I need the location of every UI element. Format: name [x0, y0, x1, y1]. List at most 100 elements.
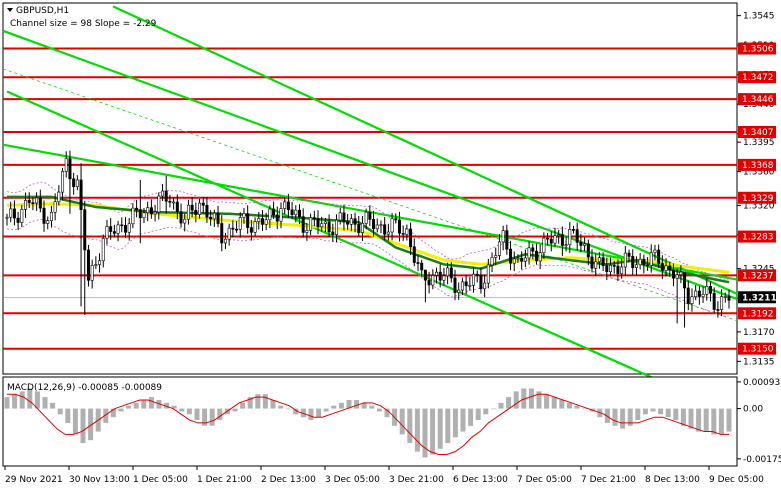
candle-body — [216, 212, 220, 224]
level-label: 1.3237 — [742, 271, 774, 281]
candle-body — [61, 171, 65, 193]
level-label: 1.3192 — [742, 309, 774, 319]
candle-body — [31, 202, 35, 204]
candle-body — [49, 211, 53, 222]
candle-body — [660, 263, 664, 272]
macd-bar — [110, 408, 116, 418]
candle-body — [720, 296, 724, 310]
time-tick-label: 6 Dec 13:00 — [453, 475, 508, 485]
candle-body — [249, 227, 253, 233]
candle-body — [309, 217, 313, 231]
candle-body — [364, 211, 368, 224]
candle-body — [468, 284, 472, 287]
level-label: 1.3368 — [742, 161, 774, 171]
macd-bar — [650, 408, 656, 412]
macd-bar — [422, 408, 428, 458]
time-tick-label: 3 Dec 21:00 — [389, 475, 444, 485]
macd-bar — [323, 408, 329, 412]
candle-body — [453, 277, 457, 293]
candle-body — [494, 255, 498, 258]
macd-bar — [4, 397, 10, 409]
envelope-lower — [6, 218, 730, 317]
candle-body — [631, 256, 635, 268]
candle-body — [68, 158, 72, 180]
candle-body — [675, 274, 679, 279]
macd-bar — [612, 408, 618, 426]
macd-bar — [528, 388, 534, 409]
candle-body — [560, 234, 564, 246]
candle-body — [571, 229, 575, 231]
candle-body — [138, 209, 142, 219]
channel-info: Channel size = 98 Slope = -2.29 — [10, 19, 157, 29]
candle-body — [438, 271, 442, 281]
candle-body — [575, 229, 579, 243]
candle-body — [501, 230, 505, 243]
macd-bar — [194, 408, 200, 421]
candle-body — [383, 224, 387, 235]
candle-body — [520, 257, 524, 262]
candle-body — [327, 221, 331, 233]
dropdown-triangle-icon[interactable] — [7, 8, 13, 12]
price-tick-label: 1.3135 — [743, 357, 775, 367]
candle-body — [486, 264, 490, 284]
candle-body — [286, 201, 290, 211]
candle-body — [690, 296, 694, 304]
macd-bar — [490, 408, 496, 410]
macd-bar — [460, 408, 466, 432]
macd-bar — [369, 405, 375, 409]
candle-body — [238, 217, 242, 230]
macd-bar — [247, 397, 253, 409]
candle-body — [627, 252, 631, 257]
level-tag — [738, 307, 776, 320]
candle-body — [531, 247, 535, 252]
candle-body — [620, 266, 624, 275]
candle-body — [312, 217, 316, 219]
macd-bar — [452, 408, 458, 438]
candle-body — [223, 238, 227, 244]
candle-body — [449, 267, 453, 279]
candle-body — [601, 257, 605, 267]
candle-body — [649, 252, 653, 266]
time-axis: 29 Nov 2021 30 Nov 13:00 1 Dec 05:00 1 Dec … — [4, 466, 764, 485]
candle-body — [12, 208, 16, 219]
candle-body — [479, 274, 483, 290]
candle-body — [349, 218, 353, 225]
candle-body — [190, 204, 194, 211]
candle-body — [146, 207, 150, 214]
macd-bar — [566, 402, 572, 409]
candle-body — [335, 219, 339, 235]
macd-bar — [65, 408, 71, 423]
candle-body — [634, 264, 638, 268]
candle-body — [664, 265, 668, 272]
time-tick-label: 1 Dec 21:00 — [197, 475, 252, 485]
candle-body — [534, 250, 538, 262]
macd-bar — [475, 408, 481, 421]
macd-bar — [399, 408, 405, 435]
macd-bar — [445, 408, 451, 444]
candle-body — [272, 208, 276, 216]
macd-bar — [278, 405, 284, 409]
candle-body — [194, 209, 198, 215]
macd-bar — [513, 391, 519, 409]
candle-body — [568, 229, 572, 246]
candle-body — [616, 265, 620, 275]
macd-bar — [673, 408, 679, 421]
candle-body — [164, 190, 168, 202]
macd-bar — [506, 397, 512, 409]
macd-bar — [179, 408, 185, 412]
macd-bar — [574, 405, 580, 409]
macd-bar — [308, 408, 314, 421]
price-axis: 1.35451.35101.34751.34401.34051.33951.33… — [737, 12, 777, 367]
macd-bar — [262, 394, 268, 409]
macd-bar — [521, 388, 527, 409]
candle-body — [342, 212, 346, 223]
level-tag — [738, 191, 776, 204]
candle-body — [412, 246, 416, 263]
candlesticks — [5, 150, 731, 328]
candle-body — [175, 201, 179, 212]
candle-body — [427, 279, 431, 286]
candle-body — [16, 217, 20, 223]
candle-body — [431, 275, 435, 286]
candle-body — [505, 230, 509, 250]
